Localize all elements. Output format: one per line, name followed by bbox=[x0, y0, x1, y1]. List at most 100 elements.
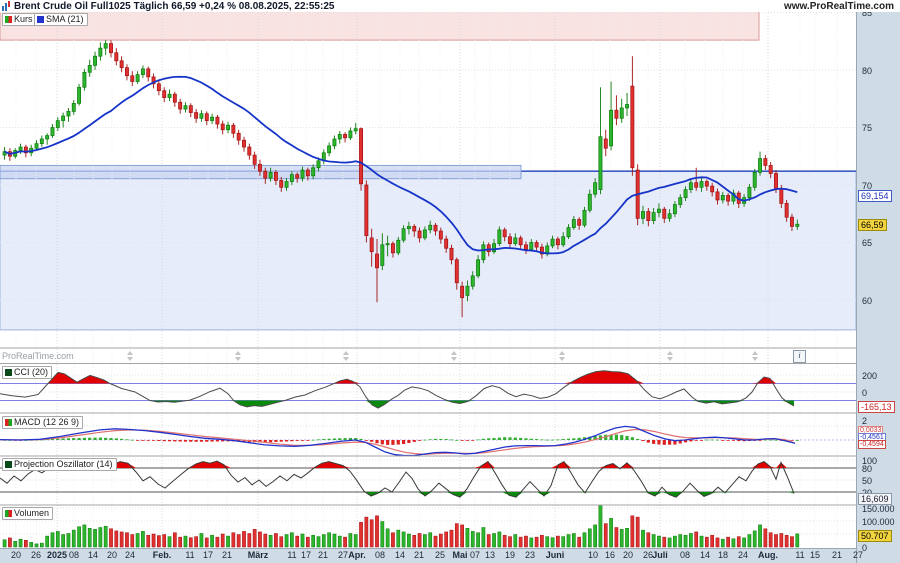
candle bbox=[747, 186, 752, 199]
contract-rollover-icon bbox=[559, 351, 565, 361]
info-button[interactable]: i bbox=[793, 350, 806, 363]
day-tick-label: 14 bbox=[699, 550, 711, 560]
po-plot bbox=[0, 460, 795, 498]
legend-cci[interactable]: CCI (20) bbox=[2, 366, 53, 379]
candle bbox=[215, 116, 220, 125]
month-tick-label: 2025 bbox=[46, 550, 68, 560]
candle bbox=[220, 123, 225, 131]
candle bbox=[50, 127, 55, 136]
candle bbox=[114, 52, 119, 62]
candle bbox=[183, 105, 188, 110]
day-tick-label: 26 bbox=[642, 550, 654, 560]
price-tick: 60 bbox=[862, 295, 873, 306]
cci-value-label: -165,13 bbox=[858, 401, 895, 413]
candle bbox=[71, 102, 76, 112]
vol-tick: 100.000 bbox=[862, 516, 895, 527]
day-tick-label: 26 bbox=[30, 550, 42, 560]
candle bbox=[316, 160, 321, 169]
candle bbox=[231, 124, 236, 134]
candle bbox=[252, 154, 257, 165]
candle bbox=[465, 285, 470, 296]
site-url: www.ProRealTime.com bbox=[783, 1, 894, 12]
candle bbox=[311, 167, 316, 177]
candle bbox=[23, 146, 28, 154]
legend-vol-label: Volumen bbox=[14, 508, 50, 518]
macd-tick: 2 bbox=[862, 415, 868, 426]
day-tick-label: 11 bbox=[795, 550, 805, 560]
legend-vol[interactable]: Volumen bbox=[2, 507, 54, 520]
candle bbox=[460, 285, 465, 299]
candle bbox=[87, 65, 92, 73]
date-axis[interactable] bbox=[0, 548, 856, 563]
volume-value-label: 50.707 bbox=[858, 530, 892, 542]
candle bbox=[412, 226, 417, 232]
legend-cci-label: CCI (20) bbox=[14, 367, 49, 377]
candle bbox=[77, 86, 82, 104]
cci-tick: 0 bbox=[862, 387, 868, 398]
candle bbox=[61, 115, 66, 121]
volume-icon bbox=[5, 510, 12, 517]
candle bbox=[242, 139, 246, 148]
candle bbox=[343, 134, 348, 139]
chart-canvas[interactable] bbox=[0, 0, 856, 563]
candle bbox=[518, 237, 523, 246]
legend-macd[interactable]: MACD (12 26 9) bbox=[2, 416, 84, 429]
candle bbox=[678, 197, 683, 205]
candle bbox=[582, 209, 587, 226]
sma-line bbox=[4, 75, 798, 255]
candle bbox=[204, 113, 209, 121]
month-tick-label: Aug. bbox=[758, 550, 778, 560]
contract-rollover-icon bbox=[667, 351, 673, 361]
candle bbox=[449, 247, 454, 261]
candlestick-icon bbox=[5, 16, 12, 23]
day-tick-label: 20 bbox=[622, 550, 634, 560]
candle bbox=[194, 112, 199, 119]
candle bbox=[614, 109, 619, 119]
candle bbox=[93, 55, 97, 66]
day-tick-label: 14 bbox=[87, 550, 99, 560]
candle bbox=[391, 243, 395, 254]
candle bbox=[598, 136, 603, 190]
day-tick-label: 21 bbox=[221, 550, 233, 560]
rollover-markers bbox=[127, 351, 758, 361]
month-tick-label: Juli bbox=[652, 550, 668, 560]
cci-icon bbox=[5, 369, 12, 376]
legend-kurs[interactable]: Kurs bbox=[2, 13, 37, 26]
legend-sma[interactable]: SMA (21) bbox=[34, 13, 88, 26]
candle bbox=[481, 244, 486, 261]
title-bar: Brent Crude Oil Full1025 Täglich 66,59 +… bbox=[0, 0, 900, 12]
candle bbox=[550, 238, 555, 247]
cci-plot bbox=[0, 370, 795, 409]
candle bbox=[571, 219, 576, 228]
candle bbox=[417, 230, 422, 239]
candle bbox=[710, 185, 715, 193]
price-tick: 80 bbox=[862, 65, 873, 76]
day-tick-label: 21 bbox=[413, 550, 425, 560]
zone-support-zone bbox=[0, 170, 856, 331]
candle bbox=[151, 76, 156, 85]
sma-value-label: 69,154 bbox=[858, 190, 892, 202]
candle bbox=[428, 224, 433, 231]
legend-po[interactable]: Projection Oszillator (14) bbox=[2, 458, 117, 471]
candle bbox=[657, 208, 661, 213]
po-tick: 20 bbox=[862, 488, 872, 498]
prorealtime-watermark: ProRealTime.com bbox=[2, 351, 74, 361]
candle bbox=[603, 138, 608, 149]
price-axis[interactable]: 85807570656020002100805020150.000100.000… bbox=[856, 8, 900, 563]
candle bbox=[470, 275, 475, 287]
candle bbox=[774, 173, 778, 189]
candle bbox=[258, 163, 262, 172]
candle bbox=[146, 68, 151, 78]
candle bbox=[385, 243, 390, 246]
candle bbox=[422, 229, 427, 239]
day-tick-label: 21 bbox=[831, 550, 843, 560]
candle bbox=[619, 107, 624, 119]
candle bbox=[667, 213, 672, 219]
candle bbox=[492, 243, 496, 253]
day-tick-label: 13 bbox=[484, 550, 496, 560]
month-tick-label: Mai bbox=[452, 550, 468, 560]
day-tick-label: 08 bbox=[374, 550, 386, 560]
month-tick-label: März bbox=[247, 550, 269, 560]
day-tick-label: 24 bbox=[737, 550, 749, 560]
candle bbox=[593, 182, 598, 195]
